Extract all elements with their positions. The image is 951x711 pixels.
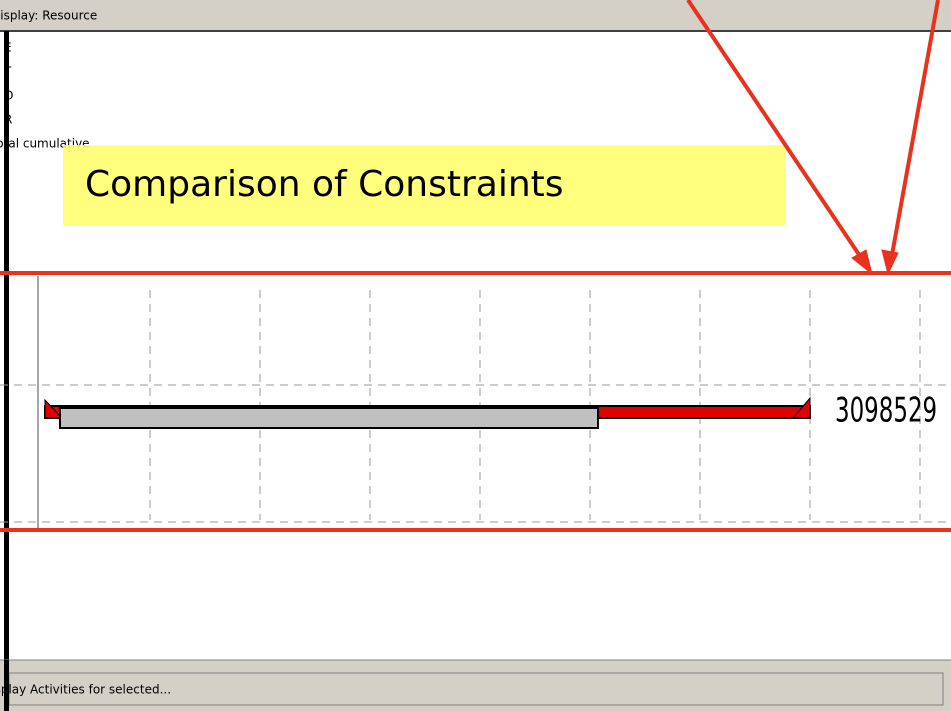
status-button[interactable] [8, 672, 944, 706]
gray-bar [59, 407, 599, 429]
title-bar [0, 0, 951, 31]
list-item: R [4, 113, 12, 127]
left-border [4, 660, 9, 711]
bar-end [44, 398, 64, 419]
callout-box [63, 145, 785, 225]
bar-end [791, 396, 811, 419]
left-border [4, 31, 9, 711]
highlight-box [0, 271, 951, 532]
status-text: Display Activities for selected... [0, 683, 171, 697]
arrows [686, 0, 940, 276]
list-item: E [4, 41, 12, 55]
list-item: T [3, 65, 12, 79]
window-title: Display: Resource [0, 9, 97, 23]
list-item: O [4, 89, 13, 103]
value-text: 3098529 [835, 391, 937, 431]
callout-text: Comparison of Constraints [85, 164, 564, 205]
